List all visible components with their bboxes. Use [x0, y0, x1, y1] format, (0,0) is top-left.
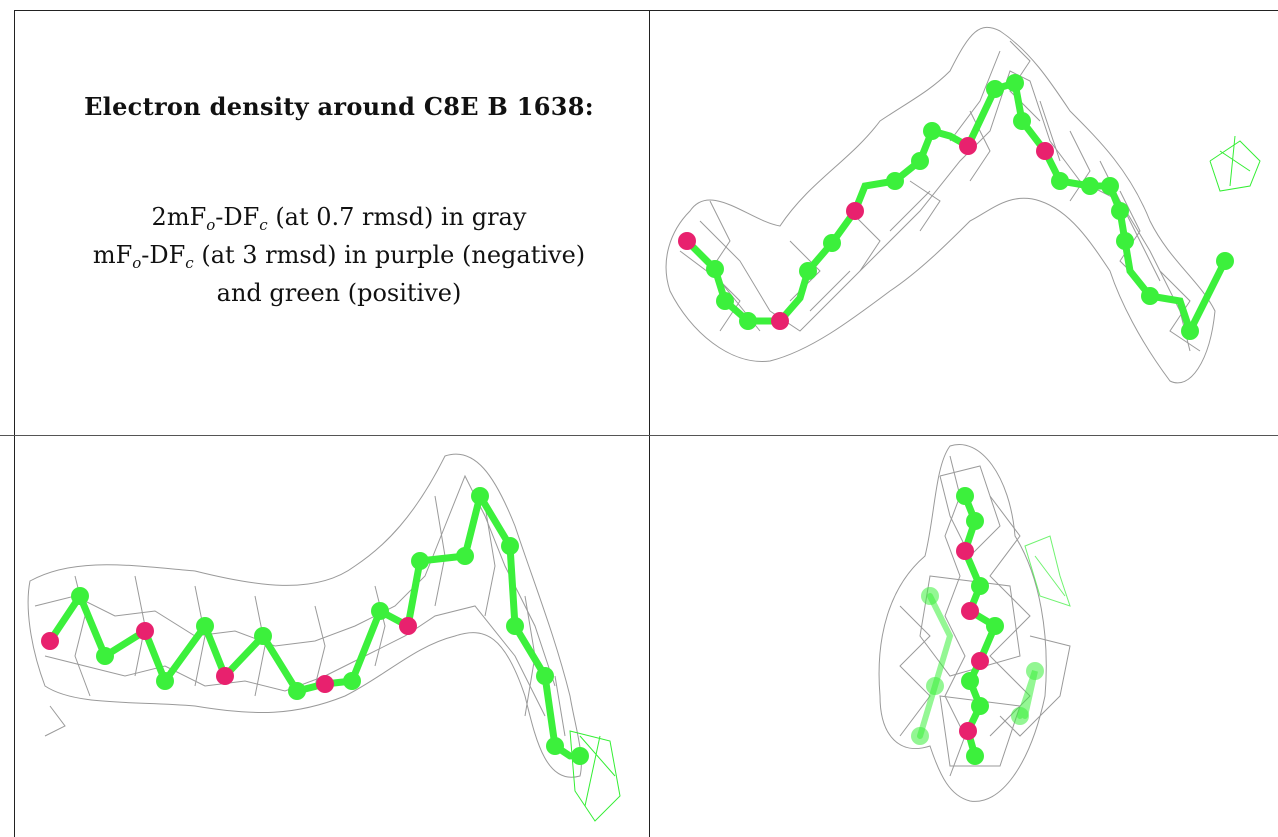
view-bottom-right — [650, 436, 1278, 837]
view-top-right — [650, 11, 1278, 435]
density-view-2-image — [27, 453, 621, 822]
caption-line-1: 2mFo-DFc (at 0.7 rmsd) in gray — [151, 203, 527, 234]
gray-mesh-2 — [27, 453, 582, 778]
view-bottom-left — [15, 436, 649, 837]
positive-density-3 — [1024, 535, 1071, 607]
molecule-2 — [41, 486, 589, 765]
table-row-divider — [0, 435, 1278, 436]
density-view-3-image — [878, 444, 1071, 802]
molecule-1 — [678, 74, 1234, 341]
caption-cell: Electron density around C8E B 1638: 2mFo… — [14, 0, 650, 424]
positive-density-2 — [569, 730, 621, 822]
gray-mesh-3 — [878, 444, 1071, 802]
caption-line-3: and green (positive) — [216, 279, 462, 307]
table-left-border — [14, 10, 15, 837]
molecule-3 — [911, 487, 1044, 765]
table-top-border — [14, 10, 1278, 11]
table-center-divider — [649, 10, 650, 837]
positive-density-1 — [1209, 135, 1261, 192]
density-view-1-image — [665, 26, 1261, 384]
caption-title: Electron density around C8E B 1638: — [84, 92, 594, 121]
caption-line-2: mFo-DFc (at 3 rmsd) in purple (negative) — [92, 241, 586, 272]
